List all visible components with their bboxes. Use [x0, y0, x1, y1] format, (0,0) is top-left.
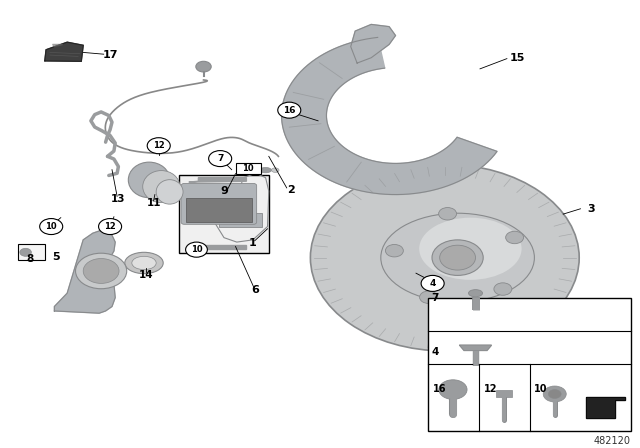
Ellipse shape	[419, 218, 522, 280]
Circle shape	[99, 219, 122, 235]
Circle shape	[439, 380, 467, 399]
Text: 16: 16	[433, 384, 446, 394]
Text: 7: 7	[431, 293, 439, 302]
Polygon shape	[351, 25, 396, 63]
FancyBboxPatch shape	[181, 184, 257, 224]
Text: 11: 11	[147, 198, 161, 208]
Circle shape	[147, 138, 170, 154]
Text: 17: 17	[102, 50, 118, 60]
FancyBboxPatch shape	[219, 213, 262, 227]
FancyBboxPatch shape	[18, 244, 45, 260]
Text: 12: 12	[104, 222, 116, 231]
Polygon shape	[586, 397, 625, 418]
Text: 13: 13	[111, 194, 125, 204]
Circle shape	[186, 242, 207, 257]
Circle shape	[438, 207, 456, 220]
Text: 3: 3	[588, 204, 595, 214]
Text: 10: 10	[45, 222, 57, 231]
Text: 1: 1	[249, 238, 257, 249]
Circle shape	[76, 253, 127, 289]
Polygon shape	[52, 44, 63, 47]
Text: 2: 2	[287, 185, 295, 195]
Polygon shape	[54, 231, 115, 313]
Text: 4: 4	[429, 279, 436, 288]
Text: 14: 14	[139, 270, 153, 280]
Polygon shape	[460, 345, 492, 350]
Polygon shape	[189, 178, 246, 182]
Ellipse shape	[143, 171, 180, 202]
Circle shape	[420, 291, 438, 303]
Text: 9: 9	[220, 186, 228, 196]
Circle shape	[278, 102, 301, 118]
Circle shape	[432, 240, 483, 276]
Circle shape	[506, 231, 524, 244]
Text: 4: 4	[431, 347, 439, 357]
Ellipse shape	[128, 162, 170, 198]
Circle shape	[440, 245, 476, 270]
Polygon shape	[211, 173, 269, 242]
Circle shape	[83, 258, 119, 284]
FancyBboxPatch shape	[428, 297, 631, 431]
Ellipse shape	[156, 180, 183, 204]
Text: 7: 7	[217, 154, 223, 163]
Text: 12: 12	[484, 384, 497, 394]
Polygon shape	[189, 245, 246, 249]
Ellipse shape	[132, 256, 156, 270]
Text: 10: 10	[243, 164, 254, 173]
Ellipse shape	[468, 289, 483, 297]
Ellipse shape	[381, 213, 534, 302]
Circle shape	[40, 219, 63, 235]
Text: 10: 10	[534, 384, 548, 394]
Text: 482120: 482120	[594, 436, 631, 446]
Circle shape	[543, 386, 566, 402]
FancyBboxPatch shape	[236, 163, 261, 174]
Circle shape	[310, 164, 579, 351]
Text: 12: 12	[153, 141, 164, 150]
Circle shape	[196, 61, 211, 72]
Text: 15: 15	[509, 53, 525, 63]
Polygon shape	[45, 42, 83, 61]
Text: 8: 8	[26, 254, 34, 264]
Text: 5: 5	[52, 252, 60, 262]
Ellipse shape	[271, 168, 279, 172]
Text: 6: 6	[251, 284, 259, 295]
Circle shape	[494, 283, 512, 295]
Circle shape	[209, 151, 232, 167]
Ellipse shape	[260, 168, 271, 173]
FancyBboxPatch shape	[186, 198, 252, 222]
FancyBboxPatch shape	[179, 176, 269, 253]
FancyBboxPatch shape	[496, 390, 511, 396]
Text: 16: 16	[283, 106, 296, 115]
Circle shape	[20, 248, 31, 256]
Circle shape	[421, 276, 444, 291]
Circle shape	[548, 390, 561, 398]
Polygon shape	[282, 37, 497, 194]
Circle shape	[385, 245, 403, 257]
Text: 10: 10	[191, 245, 202, 254]
Ellipse shape	[125, 252, 163, 274]
